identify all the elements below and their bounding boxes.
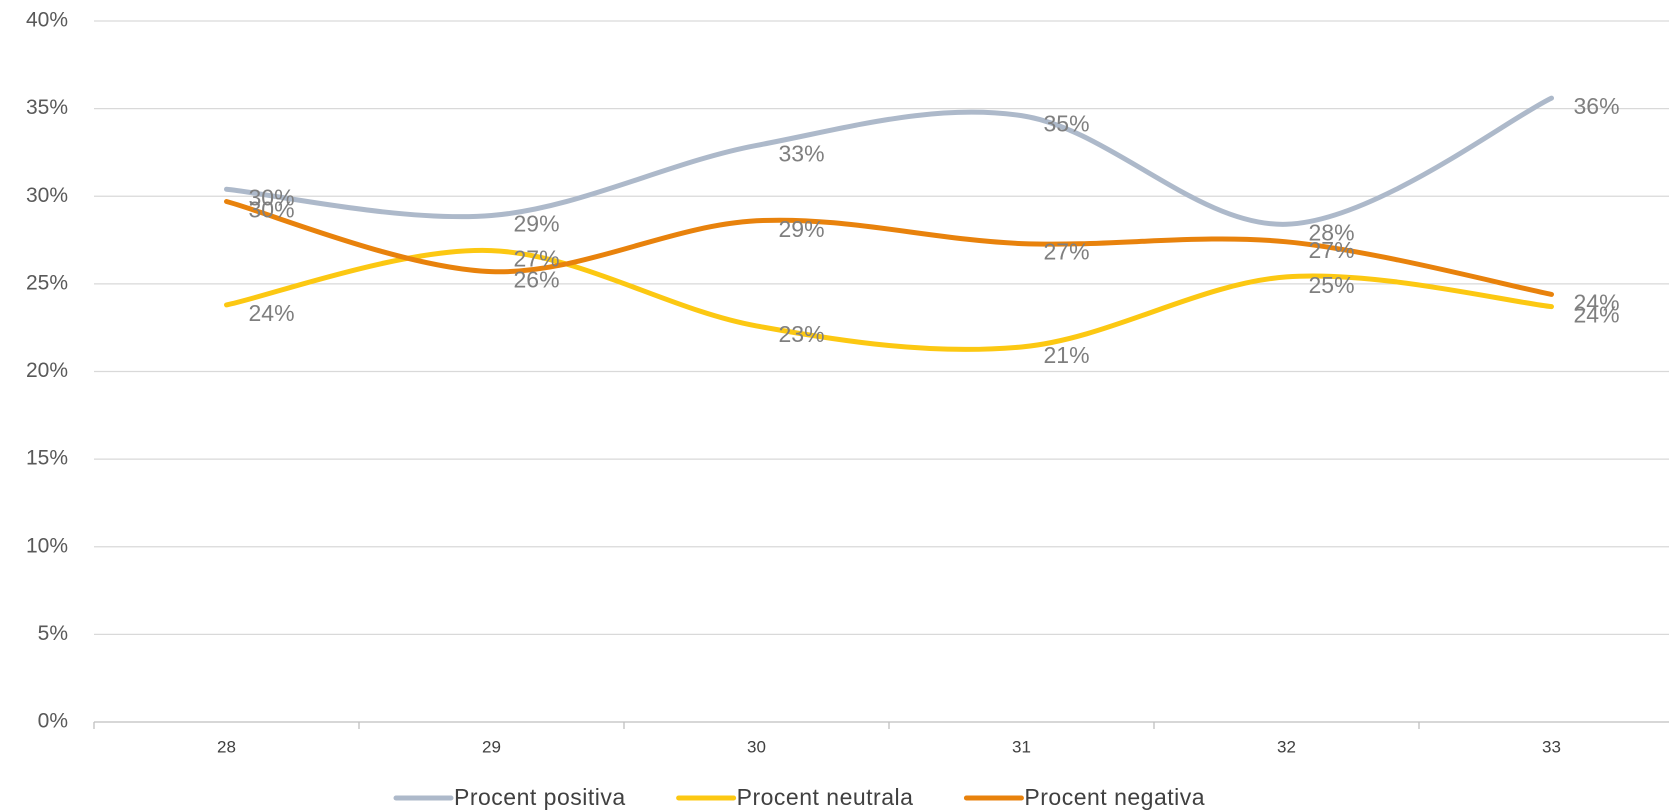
y-tick-label: 25% [26, 271, 68, 294]
x-tick-label: 30 [747, 737, 766, 756]
x-tick-label: 33 [1542, 737, 1561, 756]
data-label: 27% [1044, 239, 1090, 265]
legend-label: Procent neutrala [737, 784, 914, 810]
y-tick-label: 10% [26, 534, 68, 557]
y-tick-label: 20% [26, 359, 68, 382]
series-line [224, 199, 1554, 297]
data-label: 30% [249, 184, 295, 210]
x-tick-label: 31 [1012, 737, 1031, 756]
data-label: 24% [1574, 289, 1620, 315]
data-label: 30% [249, 197, 295, 223]
x-tick-label: 28 [217, 737, 236, 756]
legend-label: Procent positiva [454, 784, 626, 810]
y-tick-label: 35% [26, 96, 68, 119]
data-label: 35% [1044, 111, 1090, 137]
x-tick-label: 32 [1277, 737, 1296, 756]
y-tick-label: 40% [26, 9, 68, 32]
data-label: 25% [1309, 272, 1355, 298]
x-tick-label: 29 [482, 737, 501, 756]
legend-label: Procent negativa [1024, 784, 1205, 810]
series-line [224, 247, 1554, 352]
data-label: 28% [1309, 219, 1355, 245]
data-label: 26% [514, 267, 560, 293]
y-tick-label: 15% [26, 447, 68, 470]
series-line [224, 95, 1554, 227]
data-label: 29% [514, 211, 560, 237]
data-label: 24% [249, 300, 295, 326]
y-tick-label: 30% [26, 184, 68, 207]
data-label: 27% [1309, 237, 1355, 263]
data-label: 33% [779, 141, 825, 167]
data-label: 23% [779, 321, 825, 347]
data-label: 24% [1574, 302, 1620, 328]
y-tick-label: 5% [38, 622, 68, 645]
data-label: 21% [1044, 342, 1090, 368]
data-label: 36% [1574, 93, 1620, 119]
y-tick-label: 0% [38, 710, 68, 733]
data-label: 27% [514, 246, 560, 272]
data-label: 29% [779, 216, 825, 242]
